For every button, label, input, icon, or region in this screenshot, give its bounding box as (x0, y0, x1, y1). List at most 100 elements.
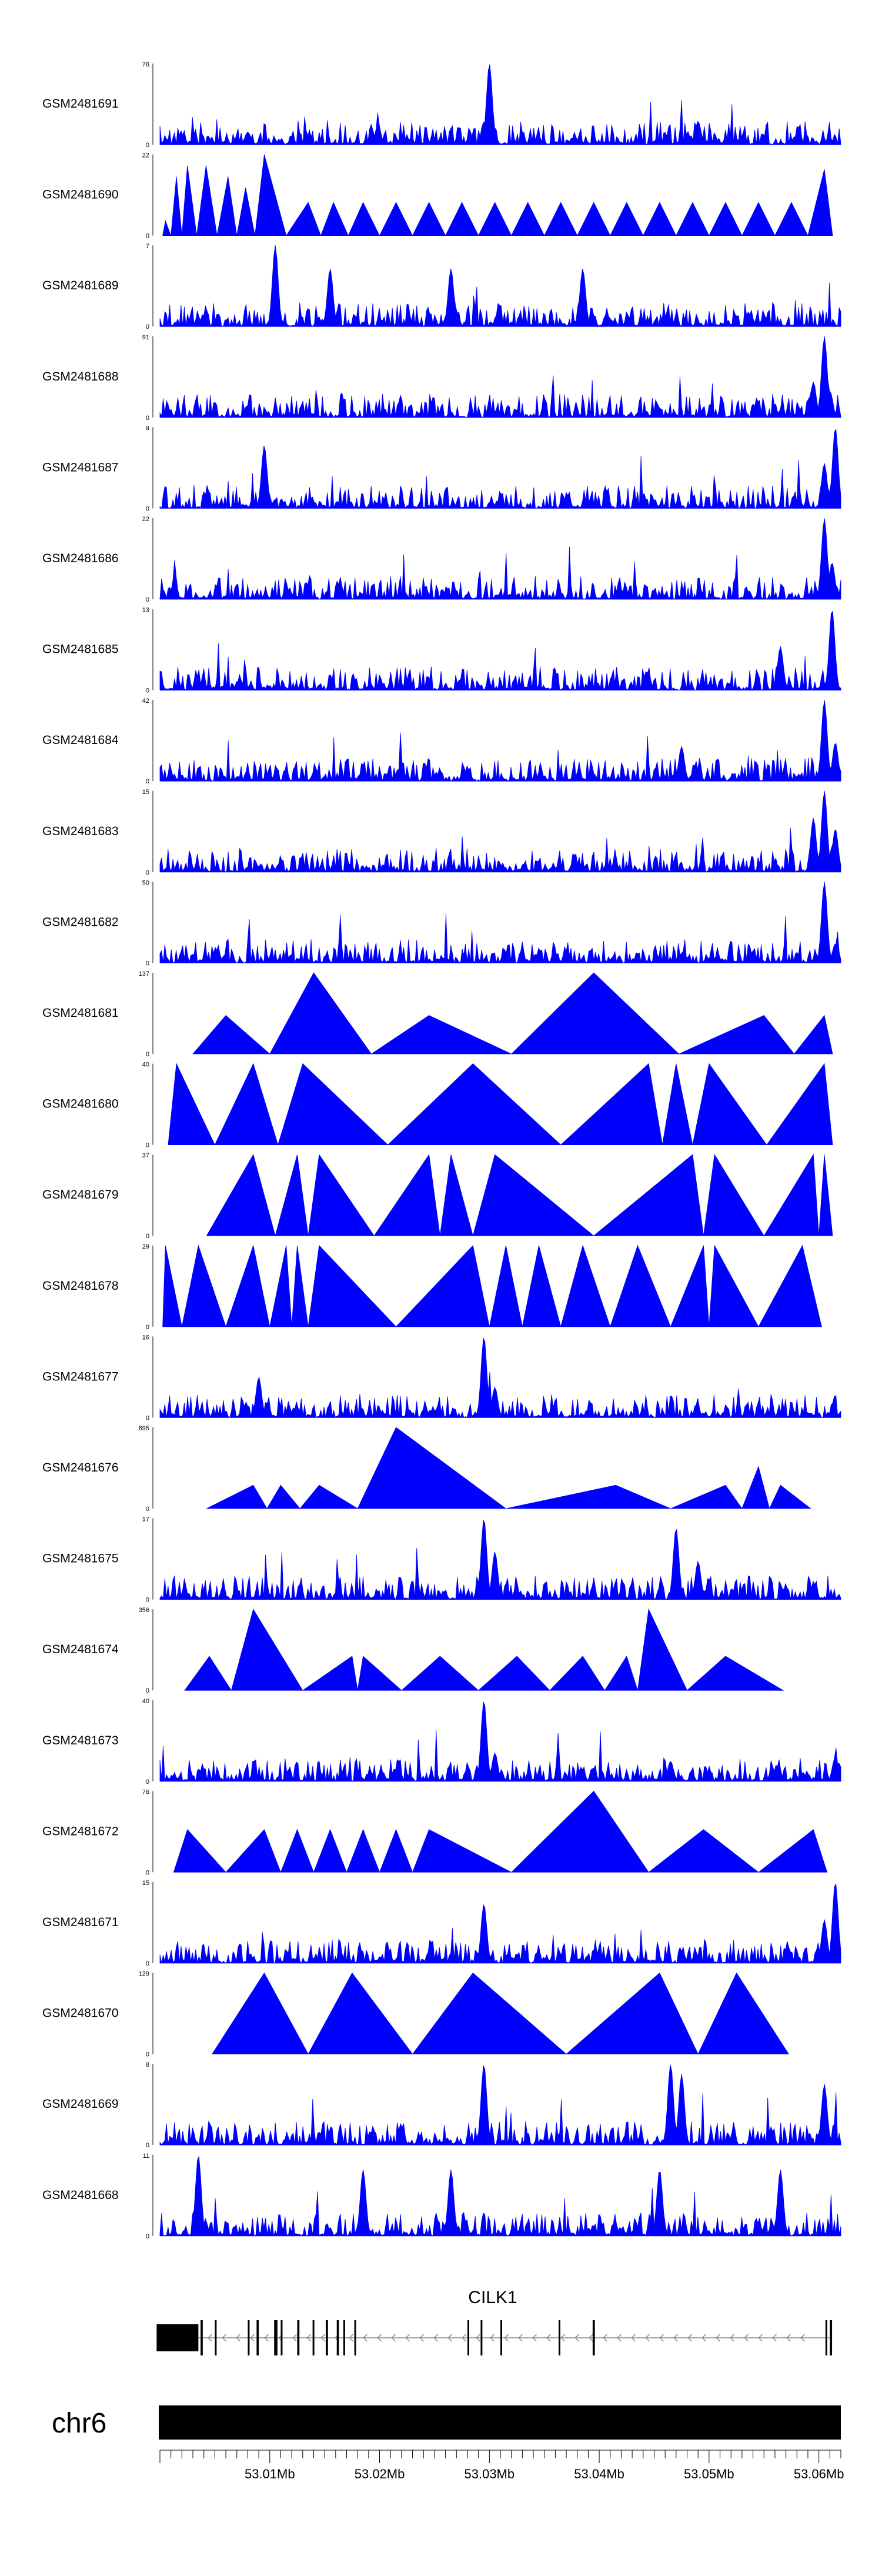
strand-arrow (433, 2334, 438, 2342)
y-max-label: 37 (142, 1152, 149, 1159)
strand-arrow (631, 2334, 636, 2342)
signal-area (159, 1519, 841, 1600)
y-max-label: 76 (142, 61, 149, 68)
track-label: GSM2481688 (42, 370, 119, 383)
signal-area (192, 972, 833, 1055)
y-min-label: 0 (146, 1051, 149, 1058)
y-min-label: 0 (146, 323, 149, 331)
strand-arrow (391, 2334, 396, 2342)
track-label: GSM2481670 (42, 2007, 119, 2020)
track-GSM2481675: GSM2481675 17 0 (42, 1516, 841, 1604)
strand-arrow (603, 2334, 607, 2342)
y-min-label: 0 (146, 1960, 149, 1967)
strand-arrow (574, 2334, 579, 2342)
exon (592, 2320, 595, 2355)
track-GSM2481683: GSM2481683 15 0 (42, 789, 841, 876)
track-GSM2481690: GSM2481690 22 0 (42, 152, 833, 240)
strand-arrow (264, 2334, 269, 2342)
y-min-label: 0 (146, 596, 149, 603)
y-max-label: 22 (142, 516, 149, 523)
signal-area (159, 791, 841, 873)
x-tick-label: 53.05Mb (684, 2467, 734, 2481)
signal-area (162, 1244, 822, 1327)
strand-arrow (772, 2334, 777, 2342)
signal-area (159, 428, 841, 509)
genomic-axis: 53.01Mb 53.02Mb 53.03Mb 53.04Mb 53.05Mb 53.06… (159, 2450, 844, 2481)
strand-arrow (377, 2334, 382, 2342)
strand-arrow (490, 2334, 495, 2342)
y-max-label: 356 (139, 1607, 149, 1614)
strand-arrow (504, 2334, 509, 2342)
y-min-label: 0 (146, 1597, 149, 1604)
signal-area (206, 1427, 811, 1509)
strand-arrow (560, 2334, 565, 2342)
track-label: GSM2481669 (42, 2097, 119, 2111)
y-min-label: 0 (146, 869, 149, 876)
y-max-label: 15 (142, 789, 149, 796)
y-min-label: 0 (146, 415, 149, 422)
track-GSM2481688: GSM2481688 91 0 (42, 334, 841, 422)
strand-arrow (419, 2334, 424, 2342)
y-min-label: 0 (146, 1414, 149, 1422)
track-label: GSM2481672 (42, 1824, 119, 1838)
strand-arrow (546, 2334, 551, 2342)
strand-arrow (589, 2334, 593, 2342)
y-min-label: 0 (146, 1869, 149, 1876)
y-min-label: 0 (146, 960, 149, 967)
exon (500, 2320, 502, 2355)
strand-arrow (800, 2334, 805, 2342)
track-label: GSM2481677 (42, 1370, 119, 1383)
y-max-label: 22 (142, 152, 149, 159)
strand-arrow (250, 2334, 255, 2342)
y-max-label: 42 (142, 698, 149, 705)
y-max-label: 15 (142, 1880, 149, 1887)
y-min-label: 0 (146, 505, 149, 512)
strand-arrow (716, 2334, 720, 2342)
y-max-label: 91 (142, 334, 149, 341)
y-min-label: 0 (146, 233, 149, 240)
chromosome-bar (159, 2405, 841, 2440)
track-GSM2481691: GSM2481691 76 0 (42, 61, 841, 149)
y-min-label: 0 (146, 1687, 149, 1694)
strand-arrow (363, 2334, 368, 2342)
y-max-label: 17 (142, 1516, 149, 1523)
track-GSM2481674: GSM2481674 356 0 (42, 1607, 784, 1694)
exon (480, 2320, 483, 2355)
signal-area (159, 1701, 841, 1783)
strand-arrow (292, 2334, 297, 2342)
strand-arrow (208, 2334, 212, 2342)
strand-arrow (786, 2334, 791, 2342)
y-min-label: 0 (146, 1233, 149, 1240)
signal-area (168, 1063, 833, 1145)
strand-arrow (730, 2334, 734, 2342)
y-min-label: 0 (146, 778, 149, 785)
signal-area (173, 1790, 828, 1873)
exon (336, 2320, 339, 2355)
track-label: GSM2481690 (42, 188, 119, 202)
y-max-label: 40 (142, 1062, 149, 1069)
chromosome-track: chr6 (52, 2405, 841, 2440)
track-label: GSM2481673 (42, 1734, 119, 1747)
chromosome-label: chr6 (52, 2408, 106, 2439)
track-label: GSM2481685 (42, 643, 119, 656)
track-GSM2481680: GSM2481680 40 0 (42, 1062, 833, 1149)
strand-arrow (405, 2334, 410, 2342)
track-label: GSM2481678 (42, 1279, 119, 1293)
exon (274, 2320, 278, 2355)
exon (825, 2320, 827, 2355)
strand-arrow (645, 2334, 650, 2342)
strand-arrow (617, 2334, 622, 2342)
track-GSM2481689: GSM2481689 7 0 (42, 243, 841, 331)
y-min-label: 0 (146, 688, 149, 695)
strand-arrow (687, 2334, 692, 2342)
exon (297, 2320, 300, 2355)
signal-area (206, 1153, 833, 1236)
x-tick-label: 53.06Mb (794, 2467, 844, 2481)
y-max-label: 695 (139, 1425, 149, 1432)
gene-model-track: CILK1 (156, 2288, 833, 2355)
track-GSM2481681: GSM2481681 137 0 (42, 970, 833, 1058)
strand-arrow (476, 2334, 480, 2342)
y-max-label: 137 (139, 970, 149, 977)
track-label: GSM2481689 (42, 279, 119, 292)
